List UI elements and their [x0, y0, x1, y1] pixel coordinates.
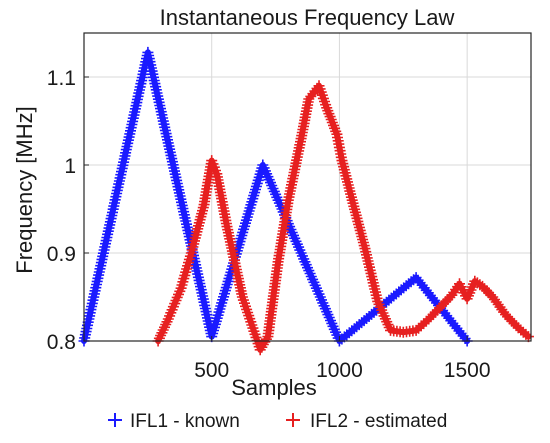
legend-item-ifl1: IFL1 - known [108, 411, 240, 432]
legend-marker-ifl1 [108, 413, 122, 427]
data-point [525, 334, 531, 340]
x-tick-label: 1000 [316, 359, 363, 382]
data-point [456, 281, 462, 287]
legend-label-ifl2: IFL2 - estimated [310, 411, 447, 432]
y-tick-label: 1.1 [47, 67, 76, 90]
data-point [224, 224, 230, 230]
data-point [388, 327, 394, 333]
data-point [426, 316, 432, 322]
data-point [306, 96, 312, 102]
y-axis-label: Frequency [MHz] [12, 106, 37, 274]
data-point [349, 197, 355, 203]
chart-title: Instantaneous Frequency Law [160, 5, 455, 30]
data-point [400, 329, 406, 335]
data-point [502, 312, 508, 318]
x-axis-label: Samples [231, 375, 317, 400]
data-point [339, 158, 345, 164]
data-point [178, 285, 184, 291]
data-point [257, 347, 263, 353]
data-point [464, 296, 470, 302]
data-point [515, 325, 521, 331]
legend: IFL1 - known IFL2 - estimated [108, 411, 447, 432]
data-point [188, 250, 194, 256]
legend-marker-ifl2 [286, 413, 300, 427]
data-point [145, 49, 151, 55]
legend-label-ifl1: IFL1 - known [130, 411, 240, 432]
data-point [413, 327, 419, 333]
data-point [334, 131, 340, 137]
data-point [165, 316, 171, 322]
data-point [265, 334, 271, 340]
data-point [214, 171, 220, 177]
data-point [298, 136, 304, 142]
y-tick-label: 0.8 [47, 331, 76, 354]
data-point [275, 259, 281, 265]
data-point [439, 303, 445, 309]
series-layer [78, 46, 534, 356]
data-point [413, 275, 419, 281]
tick-layer: 500 1000 1500 0.8 0.9 1 1.1 [47, 67, 491, 382]
data-point [209, 158, 215, 164]
x-tick-label: 500 [194, 359, 229, 382]
data-point [260, 162, 266, 168]
data-point [472, 278, 478, 284]
legend-item-ifl2: IFL2 - estimated [286, 411, 447, 432]
data-point [449, 292, 455, 298]
data-point [479, 283, 485, 289]
y-tick-label: 0.9 [47, 243, 76, 266]
plot-frame [83, 32, 532, 342]
series-line-2 [155, 82, 532, 353]
data-point [201, 202, 207, 208]
data-point [285, 197, 291, 203]
data-point [324, 105, 330, 111]
data-point [362, 246, 368, 252]
data-point [490, 294, 496, 300]
x-tick-label: 1500 [444, 359, 491, 382]
data-point [316, 83, 322, 89]
y-tick-label: 1 [64, 155, 76, 178]
data-point [239, 294, 245, 300]
data-point [375, 298, 381, 304]
